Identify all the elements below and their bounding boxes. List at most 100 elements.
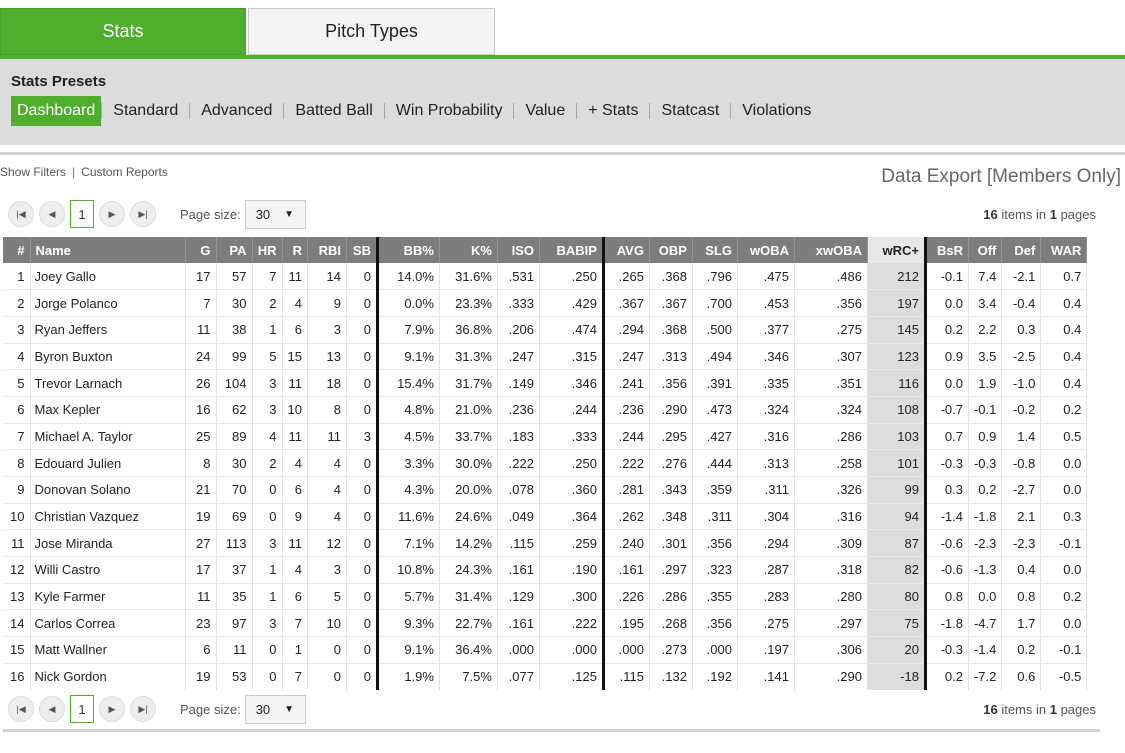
- table-cell: 0.6: [1001, 663, 1042, 691]
- column-header-bb[interactable]: BB%: [377, 237, 440, 263]
- preset-violations[interactable]: Violations: [742, 102, 812, 119]
- column-header-k[interactable]: K%: [439, 237, 498, 263]
- table-cell: 145: [867, 316, 927, 344]
- table-cell: 37: [216, 556, 253, 584]
- first-page-icon[interactable]: |◀: [8, 696, 34, 722]
- column-header-babip[interactable]: BABIP: [539, 237, 605, 263]
- player-name-cell[interactable]: Nick Gordon: [30, 663, 186, 691]
- table-cell: 0: [252, 503, 283, 531]
- table-row: 10 Christian Vazquez 19 69 0 9 4 0 11.6% 24.6% .04…: [3, 503, 1088, 531]
- preset-advanced[interactable]: Advanced: [201, 102, 273, 119]
- column-header-name[interactable]: Name: [30, 237, 186, 263]
- table-cell: .236: [603, 396, 650, 424]
- table-cell: .244: [603, 423, 650, 451]
- column-header-g[interactable]: G: [185, 237, 217, 263]
- column-header-avg[interactable]: AVG: [603, 237, 650, 263]
- table-cell: 62: [216, 396, 253, 424]
- table-cell: 15: [282, 343, 308, 371]
- table-row: 3 Ryan Jeffers 11 38 1 6 3 0 7.9% 36.8% .206.474.2…: [3, 316, 1088, 344]
- player-name-cell[interactable]: Christian Vazquez: [30, 503, 186, 531]
- first-page-icon[interactable]: |◀: [8, 201, 34, 227]
- column-header-rbi[interactable]: RBI: [307, 237, 347, 263]
- table-cell: 20.0%: [439, 476, 498, 504]
- preset-stats[interactable]: + Stats: [588, 102, 639, 119]
- table-cell: .161: [497, 556, 540, 584]
- player-name-cell[interactable]: Michael A. Taylor: [30, 423, 186, 451]
- table-cell: 4.8%: [377, 396, 440, 424]
- page-size-select[interactable]: 30 ▼: [244, 694, 306, 724]
- player-name-cell[interactable]: Jose Miranda: [30, 529, 186, 558]
- table-cell: .700: [692, 289, 738, 317]
- table-cell: 0: [307, 663, 347, 691]
- table-cell: -0.1: [925, 263, 969, 291]
- last-page-icon[interactable]: ▶|: [130, 696, 156, 722]
- player-name-cell[interactable]: Joey Gallo: [30, 263, 186, 291]
- preset-batted-ball[interactable]: Batted Ball: [295, 102, 373, 119]
- page-size-select[interactable]: 30 ▼: [244, 199, 306, 229]
- column-header-xwoba[interactable]: xwOBA: [794, 237, 868, 263]
- table-row: 14 Carlos Correa 23 97 3 7 10 0 9.3% 22.7% .161.22…: [3, 609, 1088, 638]
- preset-statcast[interactable]: Statcast: [661, 102, 720, 119]
- player-name-cell[interactable]: Byron Buxton: [30, 343, 186, 371]
- table-cell: 0.7: [925, 423, 969, 451]
- custom-reports-link[interactable]: Custom Reports: [81, 165, 168, 179]
- column-header-woba[interactable]: wOBA: [737, 237, 795, 263]
- column-header-[interactable]: #: [3, 237, 31, 263]
- column-header-hr[interactable]: HR: [252, 237, 283, 263]
- table-cell: 31.7%: [439, 369, 498, 397]
- column-header-war[interactable]: WAR: [1040, 237, 1088, 263]
- table-cell: -0.5: [1040, 663, 1088, 691]
- column-header-wrc[interactable]: wRC+: [867, 237, 927, 263]
- table-cell: .355: [692, 583, 738, 611]
- current-page-button[interactable]: 1: [70, 695, 94, 723]
- table-cell: 7.9%: [377, 316, 440, 344]
- current-page-button[interactable]: 1: [70, 200, 94, 228]
- player-name-cell[interactable]: Trevor Larnach: [30, 369, 186, 397]
- column-header-def[interactable]: Def: [1001, 237, 1042, 263]
- column-header-pa[interactable]: PA: [216, 237, 253, 263]
- player-name-cell[interactable]: Max Kepler: [30, 396, 186, 424]
- column-header-r[interactable]: R: [282, 237, 308, 263]
- preset-win-probability[interactable]: Win Probability: [395, 102, 503, 119]
- table-cell: 0.2: [925, 316, 969, 344]
- preset-value[interactable]: Value: [525, 102, 566, 119]
- player-name-cell[interactable]: Donovan Solano: [30, 476, 186, 504]
- next-page-icon[interactable]: ▶: [99, 201, 125, 227]
- column-header-iso[interactable]: ISO: [497, 237, 540, 263]
- prev-page-icon[interactable]: ◀: [39, 201, 65, 227]
- column-header-off[interactable]: Off: [968, 237, 1003, 263]
- preset-dashboard[interactable]: Dashboard: [11, 96, 102, 126]
- player-name-cell[interactable]: Jorge Polanco: [30, 289, 186, 317]
- player-name-cell[interactable]: Carlos Correa: [30, 609, 186, 638]
- table-cell: 57: [216, 263, 253, 291]
- tab-pitch-types[interactable]: Pitch Types: [248, 8, 495, 55]
- table-cell: .367: [649, 289, 693, 317]
- table-cell: 0.7: [1040, 263, 1088, 291]
- items-count: 16: [983, 206, 998, 222]
- data-export-link[interactable]: Data Export [Members Only]: [881, 166, 1121, 187]
- player-name-cell[interactable]: Kyle Farmer: [30, 583, 186, 611]
- column-header-bsr[interactable]: BsR: [925, 237, 969, 263]
- pager-info: 16 items in 1 pages: [983, 207, 1096, 222]
- table-row: 12 Willi Castro 17 37 1 4 3 0 10.8% 24.3% .161.190…: [3, 556, 1088, 584]
- player-name-cell[interactable]: Willi Castro: [30, 556, 186, 584]
- column-header-slg[interactable]: SLG: [692, 237, 738, 263]
- table-cell: .494: [692, 343, 738, 371]
- tab-stats[interactable]: Stats: [0, 8, 246, 55]
- table-cell: -0.4: [1001, 289, 1042, 317]
- presets-title: Stats Presets: [11, 73, 107, 90]
- table-cell: .125: [539, 663, 605, 691]
- last-page-icon[interactable]: ▶|: [130, 201, 156, 227]
- column-header-sb[interactable]: SB: [346, 237, 379, 263]
- prev-page-icon[interactable]: ◀: [39, 696, 65, 722]
- show-filters-link[interactable]: Show Filters: [0, 165, 67, 179]
- table-cell: -2.1: [1001, 263, 1042, 291]
- player-name-cell[interactable]: Ryan Jeffers: [30, 316, 186, 344]
- player-name-cell[interactable]: Matt Wallner: [30, 636, 186, 664]
- player-name-cell[interactable]: Edouard Julien: [30, 449, 186, 477]
- table-cell: .368: [649, 316, 693, 344]
- next-page-icon[interactable]: ▶: [99, 696, 125, 722]
- table-cell: 1.9: [968, 369, 1003, 397]
- column-header-obp[interactable]: OBP: [649, 237, 693, 263]
- preset-standard[interactable]: Standard: [113, 102, 179, 119]
